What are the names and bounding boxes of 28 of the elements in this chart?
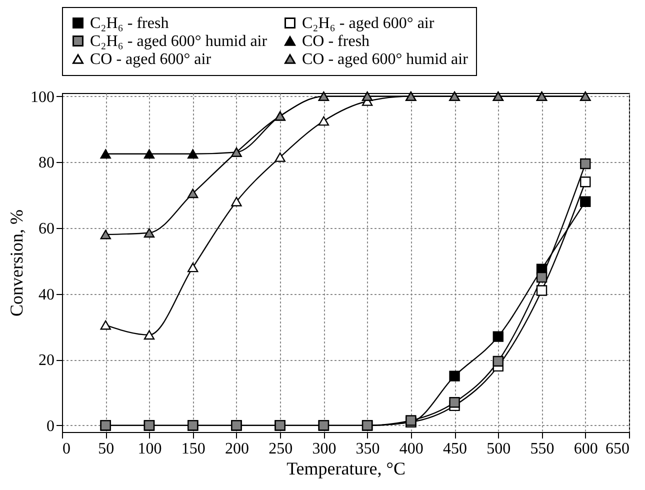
x-tick-label: 550 xyxy=(530,440,554,458)
y-tick-label: 60 xyxy=(38,220,54,238)
x-tick-label: 150 xyxy=(181,440,206,458)
legend-label: C₂H₆ - aged 600° air xyxy=(302,15,435,32)
x-tick-label: 100 xyxy=(138,440,162,458)
x-tick-label: 0 xyxy=(62,440,70,458)
y-axis-title: Conversion, % xyxy=(6,210,26,316)
legend-label: C₂H₆ - fresh xyxy=(90,15,169,32)
legend-label: C₂H₆ - aged 600° humid air xyxy=(90,33,268,50)
x-axis-title: Temperature, °C xyxy=(286,458,406,478)
x-tick-label: 600 xyxy=(574,440,598,458)
legend-label: CO - aged 600° humid air xyxy=(302,51,469,68)
x-tick-label: 300 xyxy=(312,440,336,458)
x-tick-label: 650 xyxy=(606,440,630,458)
x-tick-label: 400 xyxy=(399,440,424,458)
x-tick-label: 500 xyxy=(486,440,511,458)
legend-label: CO - aged 600° air xyxy=(90,51,212,68)
legend-label: CO - fresh xyxy=(302,33,370,50)
x-tick-label: 450 xyxy=(443,440,468,458)
x-tick-label: 50 xyxy=(98,440,114,458)
x-tick-label: 200 xyxy=(224,440,249,458)
x-tick-label: 350 xyxy=(356,440,380,458)
y-tick-label: 0 xyxy=(46,418,54,435)
y-tick-label: 100 xyxy=(30,88,54,106)
y-tick-label: 80 xyxy=(38,154,54,172)
y-tick-label: 20 xyxy=(38,352,54,370)
x-tick-label: 250 xyxy=(268,440,293,458)
y-tick-label: 40 xyxy=(38,286,54,304)
